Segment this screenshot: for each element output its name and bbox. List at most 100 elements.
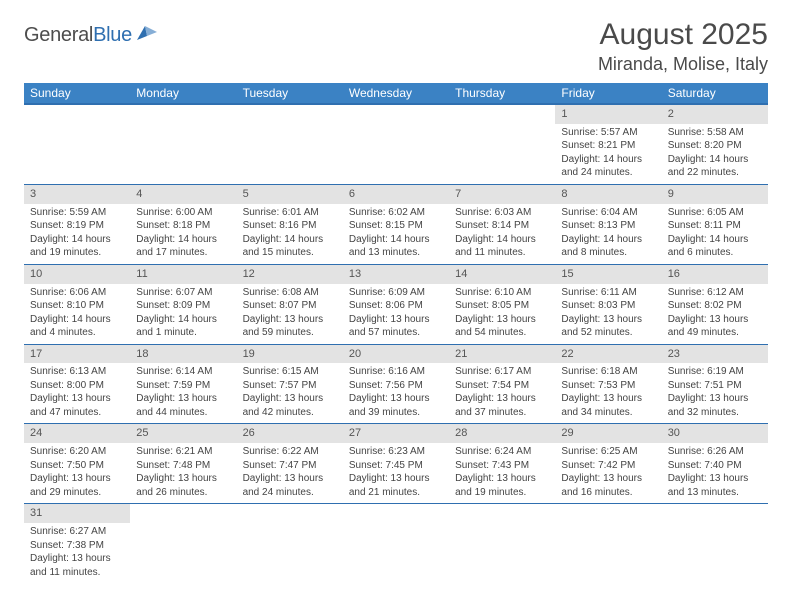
day-info-cell (24, 124, 130, 185)
sunrise-text: Sunrise: 6:18 AM (561, 365, 655, 379)
day-info-cell: Sunrise: 6:23 AMSunset: 7:45 PMDaylight:… (343, 443, 449, 504)
daylight-text: Daylight: 14 hours and 15 minutes. (243, 233, 337, 260)
daynum-row: 3456789 (24, 184, 768, 203)
day-info-cell: Sunrise: 6:02 AMSunset: 8:15 PMDaylight:… (343, 204, 449, 265)
day-number-cell: 21 (449, 344, 555, 363)
day-header: Sunday (24, 83, 130, 104)
day-info-cell (449, 523, 555, 583)
sunset-text: Sunset: 8:13 PM (561, 219, 655, 233)
day-number-cell (237, 104, 343, 124)
sunrise-text: Sunrise: 6:19 AM (668, 365, 762, 379)
daylight-text: Daylight: 14 hours and 17 minutes. (136, 233, 230, 260)
daylight-text: Daylight: 13 hours and 57 minutes. (349, 313, 443, 340)
day-number-cell: 18 (130, 344, 236, 363)
day-info-cell (343, 124, 449, 185)
day-info-cell: Sunrise: 6:16 AMSunset: 7:56 PMDaylight:… (343, 363, 449, 424)
day-info-cell: Sunrise: 6:14 AMSunset: 7:59 PMDaylight:… (130, 363, 236, 424)
sunrise-text: Sunrise: 6:13 AM (30, 365, 124, 379)
day-info-cell: Sunrise: 6:09 AMSunset: 8:06 PMDaylight:… (343, 284, 449, 345)
day-info-cell: Sunrise: 6:26 AMSunset: 7:40 PMDaylight:… (662, 443, 768, 504)
sunset-text: Sunset: 8:03 PM (561, 299, 655, 313)
day-number-cell (130, 104, 236, 124)
sunrise-text: Sunrise: 6:27 AM (30, 525, 124, 539)
daylight-text: Daylight: 13 hours and 21 minutes. (349, 472, 443, 499)
sunset-text: Sunset: 7:38 PM (30, 539, 124, 553)
day-info-cell: Sunrise: 6:05 AMSunset: 8:11 PMDaylight:… (662, 204, 768, 265)
sunset-text: Sunset: 7:51 PM (668, 379, 762, 393)
day-info-cell (130, 124, 236, 185)
sunset-text: Sunset: 7:50 PM (30, 459, 124, 473)
day-number-cell: 14 (449, 264, 555, 283)
daylight-text: Daylight: 14 hours and 19 minutes. (30, 233, 124, 260)
day-info-cell: Sunrise: 6:19 AMSunset: 7:51 PMDaylight:… (662, 363, 768, 424)
sunset-text: Sunset: 8:00 PM (30, 379, 124, 393)
sunset-text: Sunset: 8:19 PM (30, 219, 124, 233)
daylight-text: Daylight: 13 hours and 19 minutes. (455, 472, 549, 499)
info-row: Sunrise: 5:59 AMSunset: 8:19 PMDaylight:… (24, 204, 768, 265)
daynum-row: 24252627282930 (24, 424, 768, 443)
info-row: Sunrise: 5:57 AMSunset: 8:21 PMDaylight:… (24, 124, 768, 185)
sunset-text: Sunset: 7:48 PM (136, 459, 230, 473)
daylight-text: Daylight: 13 hours and 32 minutes. (668, 392, 762, 419)
day-info-cell: Sunrise: 6:20 AMSunset: 7:50 PMDaylight:… (24, 443, 130, 504)
sunrise-text: Sunrise: 6:02 AM (349, 206, 443, 220)
sunrise-text: Sunrise: 6:12 AM (668, 286, 762, 300)
day-number-cell (449, 504, 555, 523)
day-number-cell: 8 (555, 184, 661, 203)
sunset-text: Sunset: 7:54 PM (455, 379, 549, 393)
day-info-cell: Sunrise: 6:27 AMSunset: 7:38 PMDaylight:… (24, 523, 130, 583)
sunset-text: Sunset: 8:14 PM (455, 219, 549, 233)
info-row: Sunrise: 6:27 AMSunset: 7:38 PMDaylight:… (24, 523, 768, 583)
sunset-text: Sunset: 8:18 PM (136, 219, 230, 233)
day-header: Thursday (449, 83, 555, 104)
daylight-text: Daylight: 13 hours and 34 minutes. (561, 392, 655, 419)
day-number-cell: 13 (343, 264, 449, 283)
logo-text-2: Blue (93, 24, 132, 46)
logo: GeneralBlue (24, 24, 159, 47)
daylight-text: Daylight: 14 hours and 8 minutes. (561, 233, 655, 260)
sunrise-text: Sunrise: 6:06 AM (30, 286, 124, 300)
day-number-cell: 27 (343, 424, 449, 443)
day-info-cell: Sunrise: 5:57 AMSunset: 8:21 PMDaylight:… (555, 124, 661, 185)
sunrise-text: Sunrise: 6:05 AM (668, 206, 762, 220)
sunset-text: Sunset: 8:21 PM (561, 139, 655, 153)
kite-icon (135, 24, 159, 42)
day-number-cell: 31 (24, 504, 130, 523)
sunset-text: Sunset: 8:11 PM (668, 219, 762, 233)
day-info-cell: Sunrise: 5:59 AMSunset: 8:19 PMDaylight:… (24, 204, 130, 265)
daynum-row: 17181920212223 (24, 344, 768, 363)
day-number-cell (130, 504, 236, 523)
day-number-cell: 1 (555, 104, 661, 124)
sunset-text: Sunset: 8:05 PM (455, 299, 549, 313)
sunrise-text: Sunrise: 6:01 AM (243, 206, 337, 220)
day-number-cell: 12 (237, 264, 343, 283)
sunset-text: Sunset: 7:42 PM (561, 459, 655, 473)
day-number-cell: 7 (449, 184, 555, 203)
sunset-text: Sunset: 7:40 PM (668, 459, 762, 473)
sunset-text: Sunset: 7:57 PM (243, 379, 337, 393)
calendar-body: 12 Sunrise: 5:57 AMSunset: 8:21 PMDayligh… (24, 104, 768, 583)
day-info-cell (237, 124, 343, 185)
day-info-cell: Sunrise: 6:10 AMSunset: 8:05 PMDaylight:… (449, 284, 555, 345)
day-info-cell (555, 523, 661, 583)
info-row: Sunrise: 6:20 AMSunset: 7:50 PMDaylight:… (24, 443, 768, 504)
info-row: Sunrise: 6:13 AMSunset: 8:00 PM Daylight:… (24, 363, 768, 424)
daynum-row: 31 (24, 504, 768, 523)
sunrise-text: Sunrise: 6:23 AM (349, 445, 443, 459)
daylight-text: Daylight: 13 hours and 24 minutes. (243, 472, 337, 499)
sunrise-text: Sunrise: 6:21 AM (136, 445, 230, 459)
daylight-text: Daylight: 13 hours and 11 minutes. (30, 552, 124, 579)
sunset-text: Sunset: 8:20 PM (668, 139, 762, 153)
sunrise-text: Sunrise: 6:07 AM (136, 286, 230, 300)
sunset-text: Sunset: 7:47 PM (243, 459, 337, 473)
month-title: August 2025 (598, 18, 768, 52)
sunrise-text: Sunrise: 6:11 AM (561, 286, 655, 300)
daylight-text: Daylight: 13 hours and 39 minutes. (349, 392, 443, 419)
day-number-cell: 5 (237, 184, 343, 203)
daylight-text: Daylight: 13 hours and 13 minutes. (668, 472, 762, 499)
day-info-cell: Sunrise: 6:08 AMSunset: 8:07 PMDaylight:… (237, 284, 343, 345)
day-info-cell: Sunrise: 6:17 AMSunset: 7:54 PMDaylight:… (449, 363, 555, 424)
sunset-text: Sunset: 7:43 PM (455, 459, 549, 473)
day-info-cell: Sunrise: 5:58 AMSunset: 8:20 PMDaylight:… (662, 124, 768, 185)
calendar-table: Sunday Monday Tuesday Wednesday Thursday… (24, 83, 768, 583)
